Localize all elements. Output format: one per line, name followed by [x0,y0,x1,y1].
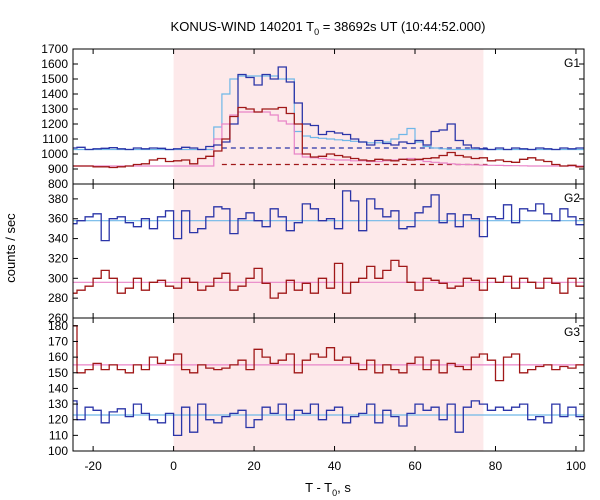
x-tick-label: 20 [247,459,261,473]
y-tick-label: 300 [48,271,68,285]
y-tick-label: 800 [48,177,68,191]
y-tick-label: 1400 [41,87,68,101]
y-tick-label: 900 [48,162,68,176]
shaded-interval [173,184,484,318]
y-tick-label: 100 [48,444,68,458]
series-red [73,259,584,299]
y-tick-label: 1100 [42,132,68,146]
y-tick-label: 1300 [41,102,68,116]
x-tick-label: 60 [408,459,422,473]
shaded-interval [173,49,484,184]
y-tick-label: 130 [48,397,68,411]
y-tick-label: 360 [48,212,68,226]
panel-plot-area [73,325,584,437]
x-axis-label: T - T0, s [305,480,351,498]
series-blue [73,400,584,437]
x-tick-label: -20 [84,459,102,473]
x-axis-label-subscript: 0 [332,488,337,498]
chart-title: KONUS-WIND 140201 T0 = 38692s UT (10:44:… [171,19,486,37]
y-tick-label: 110 [49,428,68,442]
panel-g2: 260 280 300 320 340 360 380 G2 [48,183,585,325]
panel-label: G2 [564,191,580,205]
y-tick-label: 340 [48,232,68,246]
series-blue [73,66,584,151]
panel-plot-area [73,66,584,169]
panel-plot-area [73,190,584,299]
y-tick-label: 1700 [41,42,68,56]
chart-title-subscript: 0 [314,27,319,37]
y-tick-label: 320 [48,251,68,265]
series-blue [73,190,584,242]
fit-curve-light-blue [73,75,584,151]
x-tick-label: 80 [489,459,503,473]
y-tick-label: 150 [48,366,68,380]
y-axis-label: counts / sec [3,213,18,283]
panel-frame [72,317,585,452]
fit-curve-pink [73,111,584,167]
y-tick-label: 180 [48,319,68,333]
y-tick-label: 120 [48,413,68,427]
x-tick-label: 0 [170,459,177,473]
x-tick-label: 40 [328,459,342,473]
x-tick-label: 100 [566,459,586,473]
y-tick-label: 170 [48,334,68,348]
y-tick-label: 260 [48,311,68,325]
y-tick-label: 280 [48,291,68,305]
y-tick-label: 160 [48,350,68,364]
y-tick-label: 1500 [41,72,68,86]
y-tick-label: 1600 [41,57,68,71]
y-tick-label: 140 [48,381,68,395]
y-tick-label: 380 [48,192,68,206]
panel-label: G1 [564,56,580,70]
panel-label: G3 [564,325,580,339]
series-red [73,106,584,169]
y-tick-label: 1000 [41,147,68,161]
shaded-interval [173,318,484,451]
x-axis: -20 0 20 40 60 80 100 [84,459,586,473]
series-red [73,325,584,382]
y-tick-label: 1200 [41,117,68,131]
chart-panels: 80090010001100120013001400150016001700G1… [41,42,586,473]
